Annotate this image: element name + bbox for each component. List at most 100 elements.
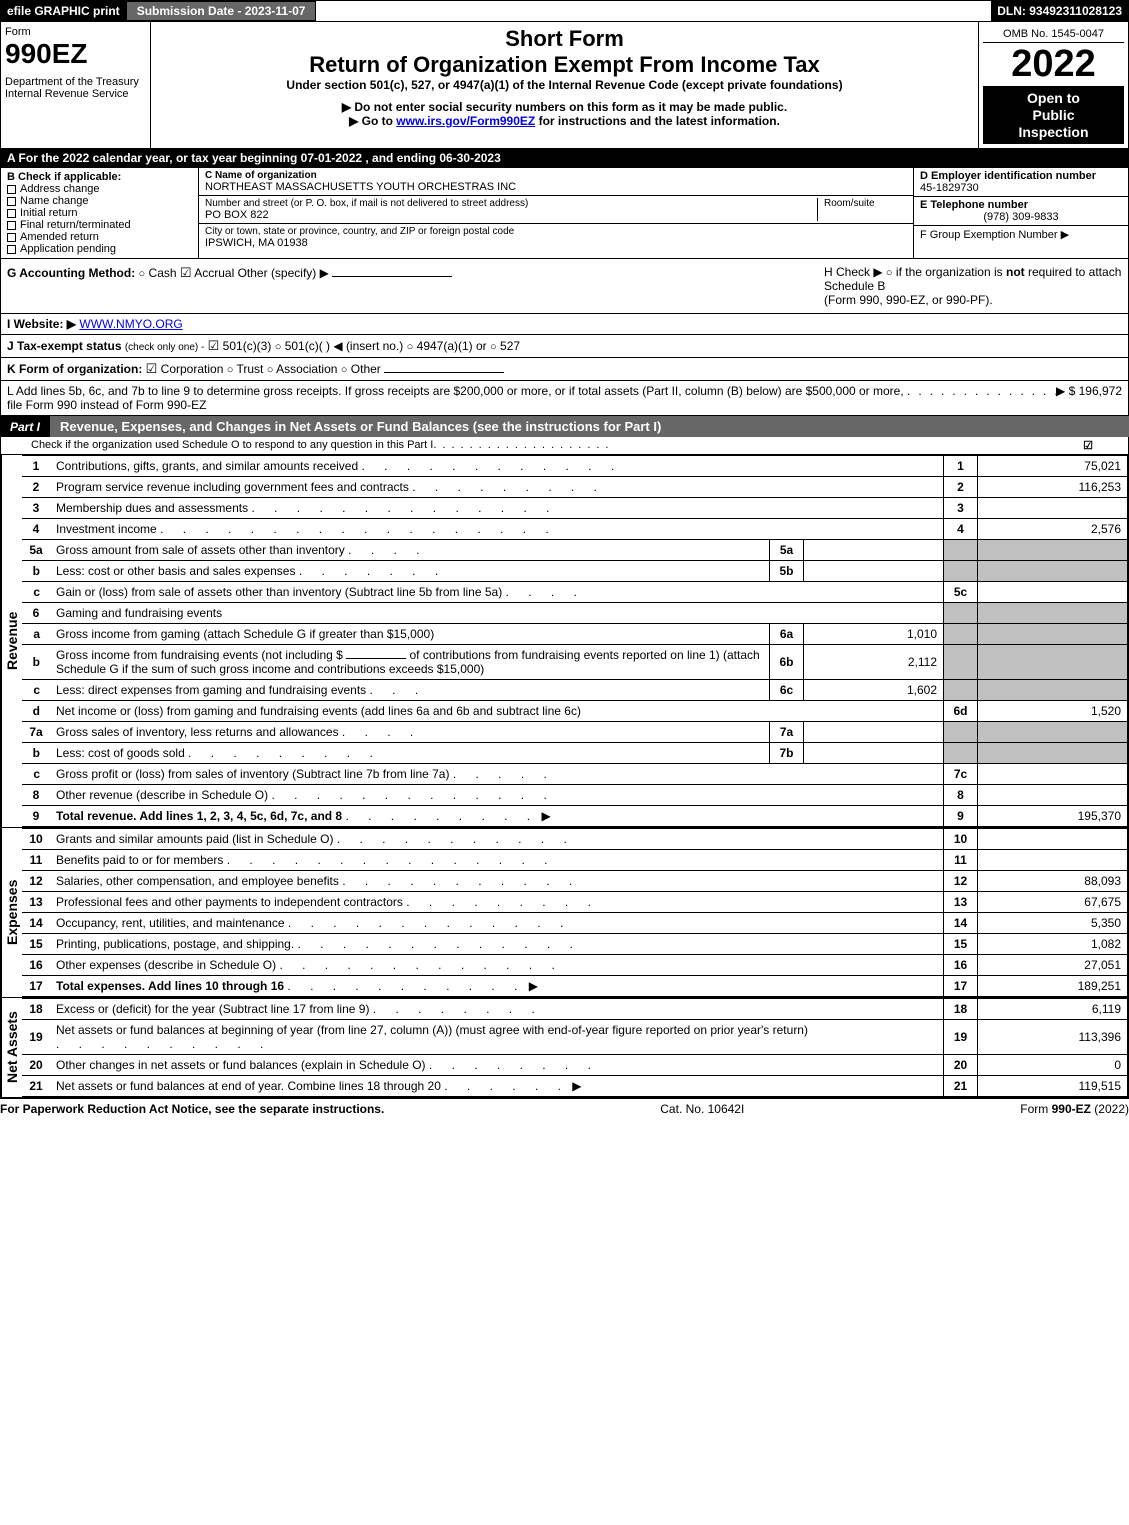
b-item-2: Initial return: [7, 207, 192, 219]
org-name: NORTHEAST MASSACHUSETTS YOUTH ORCHESTRAS…: [205, 181, 907, 193]
k-other: Other: [341, 362, 504, 376]
c-city-row: City or town, state or province, country…: [199, 224, 913, 251]
f-label: F Group Exemption Number ▶: [920, 228, 1122, 241]
dept-line-1: Department of the Treasury: [5, 76, 146, 88]
k-label: K Form of organization:: [7, 362, 142, 376]
b-item-1: Name change: [7, 195, 192, 207]
section-i: I Website: ▶ WWW.NMYO.ORG: [0, 314, 1129, 335]
radio-icon[interactable]: [407, 339, 414, 353]
d-row: D Employer identification number 45-1829…: [914, 168, 1128, 197]
b-item-5: Application pending: [7, 243, 192, 255]
city: IPSWICH, MA 01938: [205, 237, 907, 249]
line-1: 1Contributions, gifts, grants, and simil…: [22, 456, 1128, 477]
line-7c: cGross profit or (loss) from sales of in…: [22, 764, 1128, 785]
part-i-sub-text: Check if the organization used Schedule …: [31, 439, 433, 452]
check-filled-icon[interactable]: [146, 362, 158, 376]
checkbox-icon[interactable]: [7, 245, 16, 254]
footer-left: For Paperwork Reduction Act Notice, see …: [0, 1102, 384, 1116]
form-header: Form 990EZ Department of the Treasury In…: [0, 22, 1129, 149]
radio-icon[interactable]: [275, 339, 282, 353]
l-text: L Add lines 5b, 6c, and 7b to line 9 to …: [7, 384, 907, 412]
inspection-1: Open to: [987, 90, 1120, 107]
j-sub: (check only one) -: [125, 342, 204, 353]
check-filled-icon[interactable]: [180, 266, 192, 280]
part-i-sub: Check if the organization used Schedule …: [0, 437, 1129, 455]
line-10: 10Grants and similar amounts paid (list …: [22, 829, 1128, 850]
radio-icon[interactable]: [139, 266, 146, 280]
dept-line-2: Internal Revenue Service: [5, 88, 146, 100]
line-13: 13Professional fees and other payments t…: [22, 892, 1128, 913]
g-cash: Cash: [139, 266, 177, 280]
g-other-input[interactable]: [332, 276, 452, 277]
line-5c: cGain or (loss) from sale of assets othe…: [22, 582, 1128, 603]
form-word: Form: [5, 26, 146, 38]
submission-date: Submission Date - 2023-11-07: [126, 1, 317, 21]
topbar-spacer: [316, 1, 991, 21]
section-a: A For the 2022 calendar year, or tax yea…: [0, 149, 1129, 168]
note-2: ▶ Go to www.irs.gov/Form990EZ for instru…: [159, 114, 970, 128]
form-number: 990EZ: [5, 38, 146, 70]
section-l: L Add lines 5b, 6c, and 7b to line 9 to …: [0, 381, 1129, 416]
note-1: ▶ Do not enter social security numbers o…: [159, 100, 970, 114]
room-label: Room/suite: [824, 198, 907, 209]
g-accrual: Accrual: [180, 266, 234, 280]
arrow-icon: ▶: [529, 979, 538, 993]
irs-link[interactable]: www.irs.gov/Form990EZ: [396, 114, 535, 128]
contrib-input[interactable]: [346, 658, 406, 659]
c-name-row: C Name of organization NORTHEAST MASSACH…: [199, 168, 913, 196]
b-title: B Check if applicable:: [7, 171, 192, 183]
omb-number: OMB No. 1545-0047: [983, 26, 1124, 43]
note-2-pre: ▶ Go to: [349, 114, 396, 128]
main-title: Return of Organization Exempt From Incom…: [159, 52, 970, 78]
dots: ....................: [433, 439, 1078, 452]
h-text4: (Form 990, 990-EZ, or 990-PF).: [824, 293, 993, 307]
website-link[interactable]: WWW.NMYO.ORG: [79, 317, 182, 331]
section-j: J Tax-exempt status (check only one) - 5…: [0, 335, 1129, 358]
j-opt3: 4947(a)(1) or: [407, 339, 487, 353]
k-trust: Trust: [227, 362, 264, 376]
checkbox-icon[interactable]: [7, 185, 16, 194]
title-box: Short Form Return of Organization Exempt…: [151, 22, 978, 148]
line-20: 20Other changes in net assets or fund ba…: [22, 1055, 1128, 1076]
line-16: 16Other expenses (describe in Schedule O…: [22, 955, 1128, 976]
checkbox-icon[interactable]: [7, 209, 16, 218]
net-assets-table: 18Excess or (deficit) for the year (Subt…: [22, 998, 1128, 1097]
g-label: G Accounting Method:: [7, 266, 135, 280]
subtitle: Under section 501(c), 527, or 4947(a)(1)…: [159, 78, 970, 92]
line-6b: bGross income from fundraising events (n…: [22, 645, 1128, 680]
checkbox-icon[interactable]: [7, 197, 16, 206]
section-h: H Check ▶ if the organization is not req…: [818, 259, 1128, 313]
line-19: 19Net assets or fund balances at beginni…: [22, 1020, 1128, 1055]
part-i-tag: Part I: [0, 417, 50, 437]
radio-icon[interactable]: [341, 362, 348, 376]
net-assets-label: Net Assets: [1, 998, 22, 1097]
radio-icon[interactable]: [227, 362, 234, 376]
radio-icon[interactable]: [490, 339, 497, 353]
check-filled-icon[interactable]: [208, 339, 220, 353]
expenses-block: Expenses 10Grants and similar amounts pa…: [0, 827, 1129, 997]
ein: 45-1829730: [920, 182, 1122, 194]
street-label: Number and street (or P. O. box, if mail…: [205, 198, 817, 209]
radio-icon[interactable]: [886, 265, 893, 279]
line-4: 4Investment income . . . . . . . . . . .…: [22, 519, 1128, 540]
line-3: 3Membership dues and assessments . . . .…: [22, 498, 1128, 519]
radio-icon[interactable]: [267, 362, 274, 376]
b-item-4: Amended return: [7, 231, 192, 243]
b-item-0: Address change: [7, 183, 192, 195]
line-6a: aGross income from gaming (attach Schedu…: [22, 624, 1128, 645]
checkbox-icon[interactable]: [7, 221, 16, 230]
j-opt4: 527: [490, 339, 520, 353]
line-17: 17Total expenses. Add lines 10 through 1…: [22, 976, 1128, 997]
checkbox-icon[interactable]: [7, 233, 16, 242]
k-other-input[interactable]: [384, 372, 504, 373]
j-label: J Tax-exempt status: [7, 339, 122, 353]
line-6: 6Gaming and fundraising events: [22, 603, 1128, 624]
h-text2: if the organization is: [893, 265, 1006, 279]
dots: ...............: [907, 384, 1056, 412]
line-2: 2Program service revenue including gover…: [22, 477, 1128, 498]
e-row: E Telephone number (978) 309-9833: [914, 197, 1128, 226]
page-footer: For Paperwork Reduction Act Notice, see …: [0, 1099, 1129, 1119]
efile-label: efile GRAPHIC print: [1, 1, 126, 21]
section-def: D Employer identification number 45-1829…: [913, 168, 1128, 258]
footer-mid: Cat. No. 10642I: [660, 1102, 744, 1116]
